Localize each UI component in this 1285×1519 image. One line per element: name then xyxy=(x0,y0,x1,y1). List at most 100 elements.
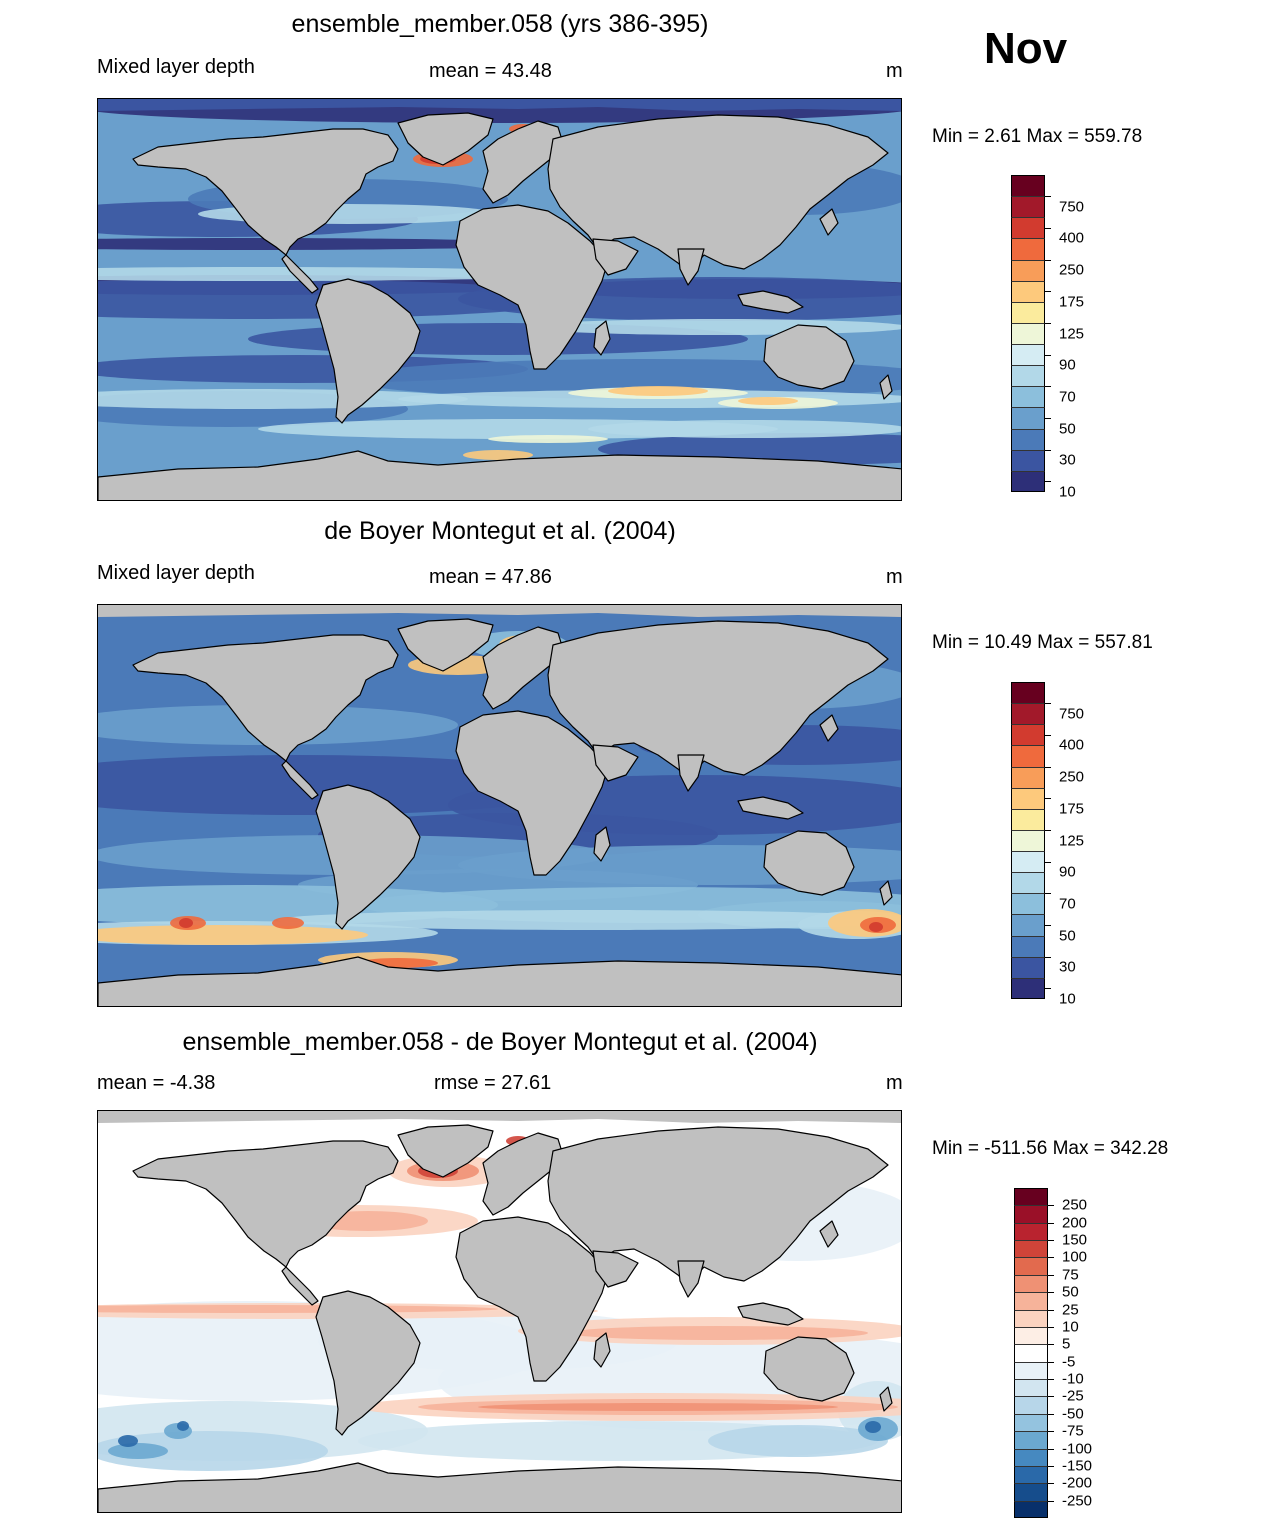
colorbar-swatch xyxy=(1011,893,1045,915)
colorbar-label: -25 xyxy=(1062,1387,1084,1405)
world-map xyxy=(98,605,901,1006)
colorbar-tick xyxy=(1048,1465,1054,1467)
colorbar-swatch xyxy=(1014,1448,1048,1467)
panel-title: ensemble_member.058 (yrs 386-395) xyxy=(291,10,709,38)
colorbar-tick xyxy=(1048,1274,1054,1276)
mld-contour-patch xyxy=(98,238,548,250)
land-mass xyxy=(593,826,611,862)
panel-mean-label: mean = 43.48 xyxy=(429,60,552,82)
colorbar-swatch xyxy=(1011,851,1045,873)
colorbar-label: 90 xyxy=(1059,863,1076,881)
land-mass xyxy=(132,634,399,762)
colorbar-swatch xyxy=(1014,1205,1048,1224)
panel-title: de Boyer Montegut et al. (2004) xyxy=(324,517,676,545)
mld-contour-patch xyxy=(272,917,304,929)
colorbar-swatch xyxy=(1011,766,1045,789)
mld-contour-patch xyxy=(488,435,608,443)
polar-mask xyxy=(98,99,901,111)
polar-mask xyxy=(98,605,901,617)
colorbar-tick xyxy=(1045,291,1051,293)
colorbar-label: 400 xyxy=(1059,229,1085,247)
land-mass xyxy=(281,760,319,800)
land-mass xyxy=(315,1290,421,1436)
colorbar-tick xyxy=(1045,798,1051,800)
colorbar-swatch xyxy=(1011,449,1045,472)
colorbar-swatch xyxy=(1011,724,1045,746)
panel-left-label: mean = -4.38 xyxy=(97,1072,216,1094)
mld-contour-patch xyxy=(118,1435,138,1447)
panel-mean-label: mean = 47.86 xyxy=(429,566,552,588)
colorbar-tick xyxy=(1045,354,1051,356)
mld-contour-patch xyxy=(865,1421,881,1433)
colorbar-swatch xyxy=(1014,1326,1048,1345)
world-map xyxy=(98,99,901,500)
colorbar-label: -150 xyxy=(1062,1457,1093,1475)
land-mass xyxy=(132,128,399,256)
colorbar-label: -50 xyxy=(1062,1405,1084,1423)
colorbar-tick xyxy=(1045,449,1051,451)
colorbar-swatch xyxy=(1014,1396,1048,1415)
land-mass xyxy=(281,1266,319,1306)
mld-contour-patch xyxy=(348,359,901,399)
colorbar-tick xyxy=(1045,829,1051,831)
colorbar-tick xyxy=(1048,1431,1054,1433)
colorbar-tick xyxy=(1045,196,1051,198)
mld-contour-patch xyxy=(98,389,468,409)
colorbar-tick xyxy=(1045,861,1051,863)
polar-mask xyxy=(98,1111,901,1123)
colorbar-label: -250 xyxy=(1062,1492,1093,1510)
land-mass xyxy=(98,1462,901,1512)
colorbar-tick xyxy=(1045,925,1051,927)
colorbar-label: 250 xyxy=(1062,1196,1088,1214)
colorbar-tick xyxy=(1045,259,1051,261)
land-mass xyxy=(98,956,901,1006)
mld-contour-patch xyxy=(278,910,901,930)
colorbar-tick xyxy=(1048,1222,1054,1224)
mld-contour-patch xyxy=(738,397,798,405)
colorbar-label: -200 xyxy=(1062,1474,1093,1492)
colorbar-label: 750 xyxy=(1059,198,1085,216)
land-mass xyxy=(819,714,839,742)
mld-contour-patch xyxy=(98,267,578,281)
land-mass xyxy=(592,1250,639,1288)
colorbar-swatch xyxy=(1011,175,1045,197)
land-mass xyxy=(593,320,611,356)
colorbar-swatch xyxy=(1014,1500,1048,1519)
colorbar-tick xyxy=(1045,481,1051,483)
colorbar-swatch xyxy=(1014,1309,1048,1328)
world-map xyxy=(98,1111,901,1512)
mld-contour-patch xyxy=(708,1425,888,1457)
land-mass xyxy=(677,754,705,792)
colorbar-tick xyxy=(1045,386,1051,388)
colorbar-label: 100 xyxy=(1062,1248,1088,1266)
colorbar-swatch xyxy=(1011,238,1045,261)
land-mass xyxy=(281,254,319,294)
colorbar-label: 125 xyxy=(1059,325,1085,342)
colorbar-swatch xyxy=(1011,301,1045,324)
colorbar-swatch xyxy=(1014,1379,1048,1397)
colorbar-swatch xyxy=(1011,470,1045,493)
colorbar-label: 70 xyxy=(1059,388,1076,406)
colorbar-label: 200 xyxy=(1062,1214,1088,1232)
colorbar-swatch xyxy=(1011,682,1045,704)
colorbar-tick xyxy=(1048,1344,1054,1346)
land-mass xyxy=(547,620,889,780)
land-mass xyxy=(592,744,639,782)
colorbar-label: 150 xyxy=(1062,1231,1088,1249)
land-mass xyxy=(482,1132,564,1216)
land-mass xyxy=(737,290,804,314)
colorbar-tick xyxy=(1048,1379,1054,1381)
mld-contour-patch xyxy=(108,1443,168,1459)
colorbar-tick xyxy=(1045,322,1051,324)
colorbar-swatch xyxy=(1014,1274,1048,1293)
colorbar-label: 250 xyxy=(1059,768,1085,786)
colorbar-swatch xyxy=(1011,259,1045,282)
colorbar-swatch xyxy=(1011,914,1045,937)
land-mass xyxy=(482,626,564,710)
colorbar-swatch xyxy=(1014,1361,1048,1380)
colorbar-label: -10 xyxy=(1062,1370,1084,1388)
mld-contour-patch xyxy=(98,1305,498,1313)
min-max-label: Min = 10.49 Max = 557.81 xyxy=(932,632,1153,653)
colorbar-label: 30 xyxy=(1059,451,1076,469)
colorbar-label: -100 xyxy=(1062,1440,1093,1458)
